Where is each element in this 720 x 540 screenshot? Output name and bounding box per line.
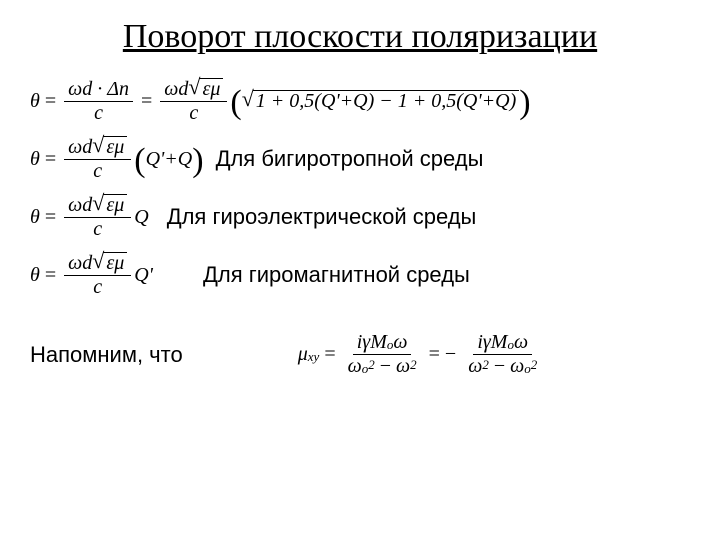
reminder-formula: μxy = iγMoω ωo2 − ω2 = − iγMoω ω2 − ωo2 [298, 332, 545, 377]
radicand-tail-1: 1 + 0,5(Q'+Q) − 1 + 0,5(Q'+Q) [253, 90, 519, 112]
m-symbol: M [370, 332, 387, 353]
omega-symbol: ω [348, 356, 362, 377]
square-sup: 2 [482, 358, 489, 372]
tail-3: Q [134, 206, 148, 229]
equation-2: θ = ωd √ εμ c ( Q'+Q ) [30, 136, 204, 182]
omega-symbol: ω [393, 332, 407, 353]
equation-1: θ = ωd · Δn c = ωd √ εμ c ( √ [30, 78, 531, 124]
equals-sign: = [40, 90, 61, 113]
num-2-head: ωd [68, 137, 92, 158]
fraction-4: ωd √ εμ c [64, 252, 131, 298]
den-2: c [93, 161, 102, 182]
square-sup: 2 [368, 358, 375, 372]
mu-symbol: μ [298, 343, 308, 366]
theta-symbol: θ [30, 206, 40, 229]
equals-sign: = [319, 343, 340, 366]
equals-sign: = [40, 206, 61, 229]
slide: Поворот плоскости поляризации θ = ωd · Δ… [0, 0, 720, 387]
radicand-1b: εμ [199, 78, 223, 100]
equation-1-row: θ = ωd · Δn c = ωd √ εμ c ( √ [30, 78, 690, 124]
gamma-symbol: γ [483, 332, 491, 353]
fraction-1a: ωd · Δn c [64, 79, 133, 124]
radicand-2: εμ [103, 136, 127, 158]
num-1b-head: ωd [164, 79, 188, 100]
slide-title: Поворот плоскости поляризации [30, 18, 690, 56]
paren-open-icon: ( [230, 91, 241, 115]
tail-4: Q' [134, 264, 153, 287]
sqrt-4: √ εμ [92, 252, 127, 274]
den-3: c [93, 219, 102, 240]
sqrt-3: √ εμ [92, 194, 127, 216]
fraction-rem-1: iγMoω ωo2 − ω2 [344, 332, 421, 377]
fraction-2: ωd √ εμ c [64, 136, 131, 182]
paren-close-icon: ) [519, 91, 530, 115]
square-sup: 2 [410, 358, 417, 372]
equation-3-row: θ = ωd √ εμ c Q Для гироэлектрической ср… [30, 194, 690, 240]
paren-close-icon: ) [192, 149, 203, 173]
omega-symbol: ω [510, 356, 524, 377]
equation-3: θ = ωd √ εμ c Q [30, 194, 149, 240]
fraction-1b: ωd √ εμ c [160, 78, 227, 124]
label-gyromagnetic: Для гиромагнитной среды [203, 262, 470, 288]
paren-open-icon: ( [134, 149, 145, 173]
den-4: c [93, 277, 102, 298]
gamma-symbol: γ [362, 332, 370, 353]
equation-4: θ = ωd √ εμ c Q' [30, 252, 153, 298]
sqrt-1b: √ εμ [188, 78, 223, 100]
theta-symbol: θ [30, 264, 40, 287]
mu-subscript: xy [308, 349, 320, 365]
reminder-label: Напомним, что [30, 342, 183, 368]
fraction-3: ωd √ εμ c [64, 194, 131, 240]
num-3-head: ωd [68, 195, 92, 216]
den-1b: c [189, 103, 198, 124]
den-1a: c [94, 103, 103, 124]
radicand-3: εμ [103, 194, 127, 216]
square-sup: 2 [531, 358, 538, 372]
omega-symbol: ω [514, 332, 528, 353]
radicand-4: εμ [103, 252, 127, 274]
m-symbol: M [491, 332, 508, 353]
sqrt-tail-1: √ 1 + 0,5(Q'+Q) − 1 + 0,5(Q'+Q) [242, 90, 520, 112]
sqrt-2: √ εμ [92, 136, 127, 158]
theta-symbol: θ [30, 148, 40, 171]
equation-4-row: θ = ωd √ εμ c Q' Для гиромагнитной среды [30, 252, 690, 298]
o-subscript: o [507, 338, 514, 352]
equals-sign: = [136, 90, 157, 113]
fraction-rem-2: iγMoω ω2 − ωo2 [464, 332, 541, 377]
label-bigyrotropic: Для бигиротропной среды [216, 146, 484, 172]
omega-symbol: ω [468, 356, 482, 377]
reminder-row: Напомним, что μxy = iγMoω ωo2 − ω2 = − i… [30, 332, 690, 377]
equation-2-row: θ = ωd √ εμ c ( Q'+Q ) Для бигиротропной… [30, 136, 690, 182]
theta-symbol: θ [30, 90, 40, 113]
equals-sign: = − [424, 343, 462, 366]
num-1a: ωd · Δn [68, 79, 129, 100]
equals-sign: = [40, 264, 61, 287]
equals-sign: = [40, 148, 61, 171]
num-4-head: ωd [68, 253, 92, 274]
omega-symbol: ω [396, 356, 410, 377]
tail-2: Q'+Q [146, 148, 193, 171]
o-subscript: o [387, 338, 394, 352]
label-gyroelectric: Для гироэлектрической среды [167, 204, 477, 230]
